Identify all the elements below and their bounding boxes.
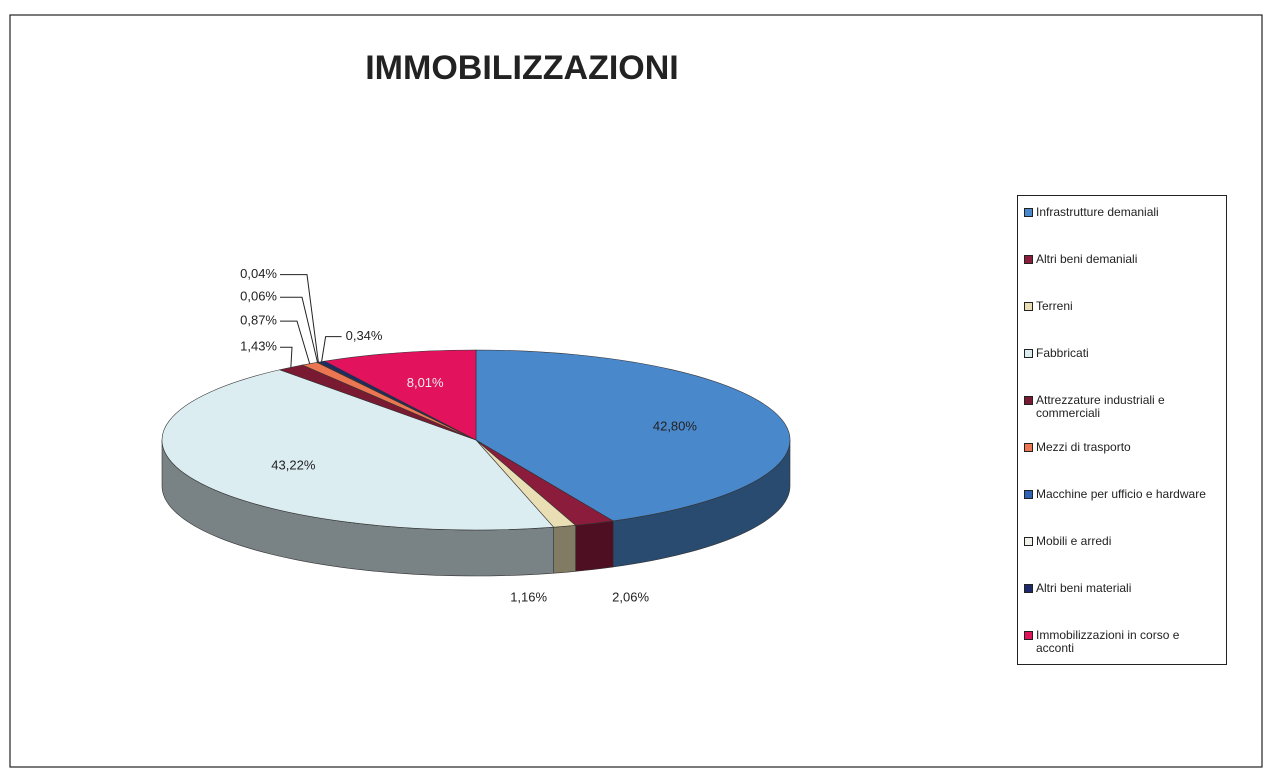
legend-swatch bbox=[1024, 208, 1033, 217]
data-label: 0,34% bbox=[346, 328, 383, 343]
data-label: 0,06% bbox=[240, 289, 277, 304]
leader-line bbox=[280, 296, 318, 363]
legend-item: Altri beni demaniali bbox=[1024, 253, 1220, 266]
legend-label: Immobilizzazioni in corso e acconti bbox=[1036, 628, 1180, 655]
legend-item: Infrastrutture demaniali bbox=[1024, 206, 1220, 219]
chart-frame bbox=[9, 14, 1263, 768]
slice bbox=[323, 349, 477, 441]
legend-swatch bbox=[1024, 349, 1033, 358]
pie-tops bbox=[161, 349, 791, 531]
legend-label: Mezzi di trasporto bbox=[1036, 440, 1131, 454]
legend-label: Macchine per ufficio e hardware bbox=[1036, 487, 1206, 501]
legend-label: Attrezzature industriali e commerciali bbox=[1036, 393, 1165, 420]
legend-swatch bbox=[1024, 255, 1033, 264]
legend-label: Mobili e arredi bbox=[1036, 534, 1112, 548]
legend-item: Attrezzature industriali e commerciali bbox=[1024, 394, 1220, 420]
chart-title: IMMOBILIZZAZIONI bbox=[365, 49, 679, 87]
data-label: 1,43% bbox=[240, 339, 277, 354]
leader-line bbox=[280, 320, 311, 364]
legend-item: Immobilizzazioni in corso e acconti bbox=[1024, 629, 1220, 655]
legend-item: Mobili e arredi bbox=[1024, 535, 1220, 548]
leader-line bbox=[280, 346, 293, 368]
slice-side bbox=[575, 520, 614, 572]
legend-label: Altri beni materiali bbox=[1036, 581, 1132, 595]
leader-line bbox=[321, 336, 342, 362]
slice bbox=[475, 349, 791, 522]
legend: Infrastrutture demaniali Altri beni deman… bbox=[1017, 195, 1227, 665]
legend-item: Terreni bbox=[1024, 300, 1220, 313]
data-label: 0,04% bbox=[240, 266, 277, 281]
legend-swatch bbox=[1024, 302, 1033, 311]
data-label: 8,01% bbox=[407, 375, 444, 390]
data-label: 1,16% bbox=[510, 589, 547, 604]
data-label: 42,80% bbox=[653, 418, 698, 433]
leader-line bbox=[280, 274, 319, 363]
legend-swatch bbox=[1024, 537, 1033, 546]
legend-swatch bbox=[1024, 631, 1033, 640]
legend-label: Altri beni demaniali bbox=[1036, 252, 1138, 266]
legend-swatch bbox=[1024, 443, 1033, 452]
data-label: 43,22% bbox=[271, 458, 316, 473]
legend-label: Fabbricati bbox=[1036, 346, 1089, 360]
legend-item: Macchine per ufficio e hardware bbox=[1024, 488, 1220, 501]
legend-item: Altri beni materiali bbox=[1024, 582, 1220, 595]
legend-item: Mezzi di trasporto bbox=[1024, 441, 1220, 454]
pie-labels: 42,80% 43,22% 8,01% 2,06% 1,16% 1,43% 0,87% 0,0… bbox=[240, 266, 697, 604]
legend-label: Terreni bbox=[1036, 299, 1073, 313]
slice bbox=[161, 369, 555, 531]
data-label: 0,87% bbox=[240, 313, 277, 328]
legend-item: Fabbricati bbox=[1024, 347, 1220, 360]
legend-swatch bbox=[1024, 584, 1033, 593]
legend-label: Infrastrutture demaniali bbox=[1036, 205, 1159, 219]
data-label: 2,06% bbox=[612, 589, 649, 604]
legend-swatch bbox=[1024, 490, 1033, 499]
slice-side bbox=[553, 525, 576, 574]
legend-swatch bbox=[1024, 396, 1033, 405]
